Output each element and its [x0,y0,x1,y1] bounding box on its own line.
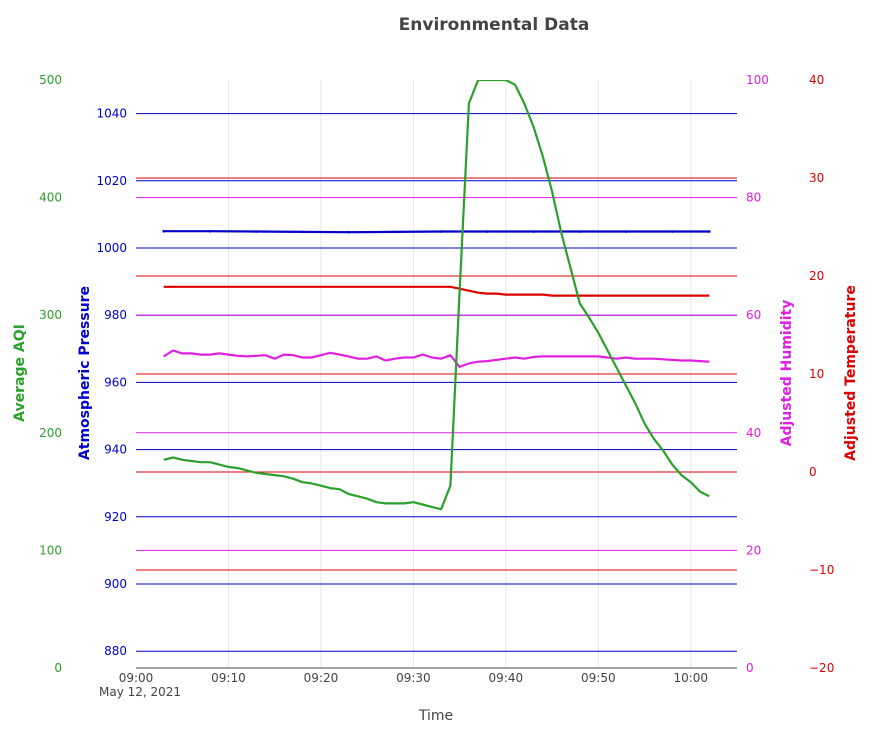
pressure-tick-label: 900 [104,577,127,591]
x-tick-label: 10:00 [673,671,708,685]
x-axis-title: Time [418,708,453,724]
humidity-tick-label: 20 [746,543,761,557]
y-axis-title-pressure: Atmospheric Pressure [77,286,93,460]
pressure-series-line [163,230,710,234]
humidity-tick-label: 80 [746,191,761,205]
humidity-tick-label: 40 [746,426,761,440]
x-tick-label: 09:50 [581,671,616,685]
pressure-point [439,230,443,233]
pressure-tick-label: 980 [104,308,127,322]
pressure-tick-label: 960 [104,375,127,389]
humidity-tick-label: 100 [746,73,769,87]
y-axis-title-aqi: Average AQI [12,324,28,422]
pressure-tick-label: 1000 [96,241,127,255]
temperature-tick-label: 30 [809,171,824,185]
aqi-tick-label: 400 [39,191,62,205]
pressure-point [624,230,628,233]
pressure-point [162,229,166,233]
pressure-point [208,229,212,233]
pressure-point [301,230,304,234]
humidity-tick-label: 0 [746,661,754,675]
x-tick-label: 09:00 [119,671,154,685]
pressure-tick-label: 1020 [96,174,127,188]
aqi-tick-label: 0 [54,661,62,675]
temperature-tick-label: 20 [809,269,824,283]
x-tick-label: 09:20 [304,671,339,685]
aqi-tick-label: 200 [39,426,62,440]
x-tick-label: 09:10 [211,671,246,685]
humidity-series-line [163,349,710,368]
pressure-tick-label: 920 [104,510,127,524]
aqi-tick-label: 500 [39,73,62,87]
pressure-tick-label: 1040 [96,107,127,121]
pressure-point [393,230,397,234]
x-tick-label: 09:40 [489,671,524,685]
pressure-tick-label: 880 [104,644,127,658]
chart-title: Environmental Data [399,15,590,35]
aqi-series-line [163,80,710,511]
aqi-tick-label: 100 [39,543,62,557]
aqi-tick-label: 300 [39,308,62,322]
humidity-tick-label: 60 [746,308,761,322]
temperature-tick-label: 40 [809,73,824,87]
horizontal-gridlines [136,113,737,652]
x-tick-label: 09:30 [396,671,431,685]
temperature-tick-label: −10 [809,563,834,577]
y-axis-title-humidity: Adjusted Humidity [779,300,795,447]
y-axis-title-temperature: Adjusted Temperature [843,285,859,461]
temperature-tick-label: 10 [809,367,824,381]
pressure-point [532,230,535,233]
temperature-series-line [163,285,710,297]
temperature-tick-label: 0 [809,465,817,479]
pressure-tick-label: 940 [104,443,127,457]
pressure-point [347,230,350,234]
pressure-point [670,230,674,233]
temperature-tick-label: −20 [809,661,834,675]
pressure-point [578,230,582,233]
pressure-point [254,230,258,233]
x-axis-date-label: May 12, 2021 [99,685,181,699]
pressure-point [707,230,711,233]
axis-layer: 09:00 09:10 09:20 09:30 09:40 09:50 10:0001002… [39,73,834,685]
pressure-point [486,230,489,233]
series-layer [162,80,711,511]
